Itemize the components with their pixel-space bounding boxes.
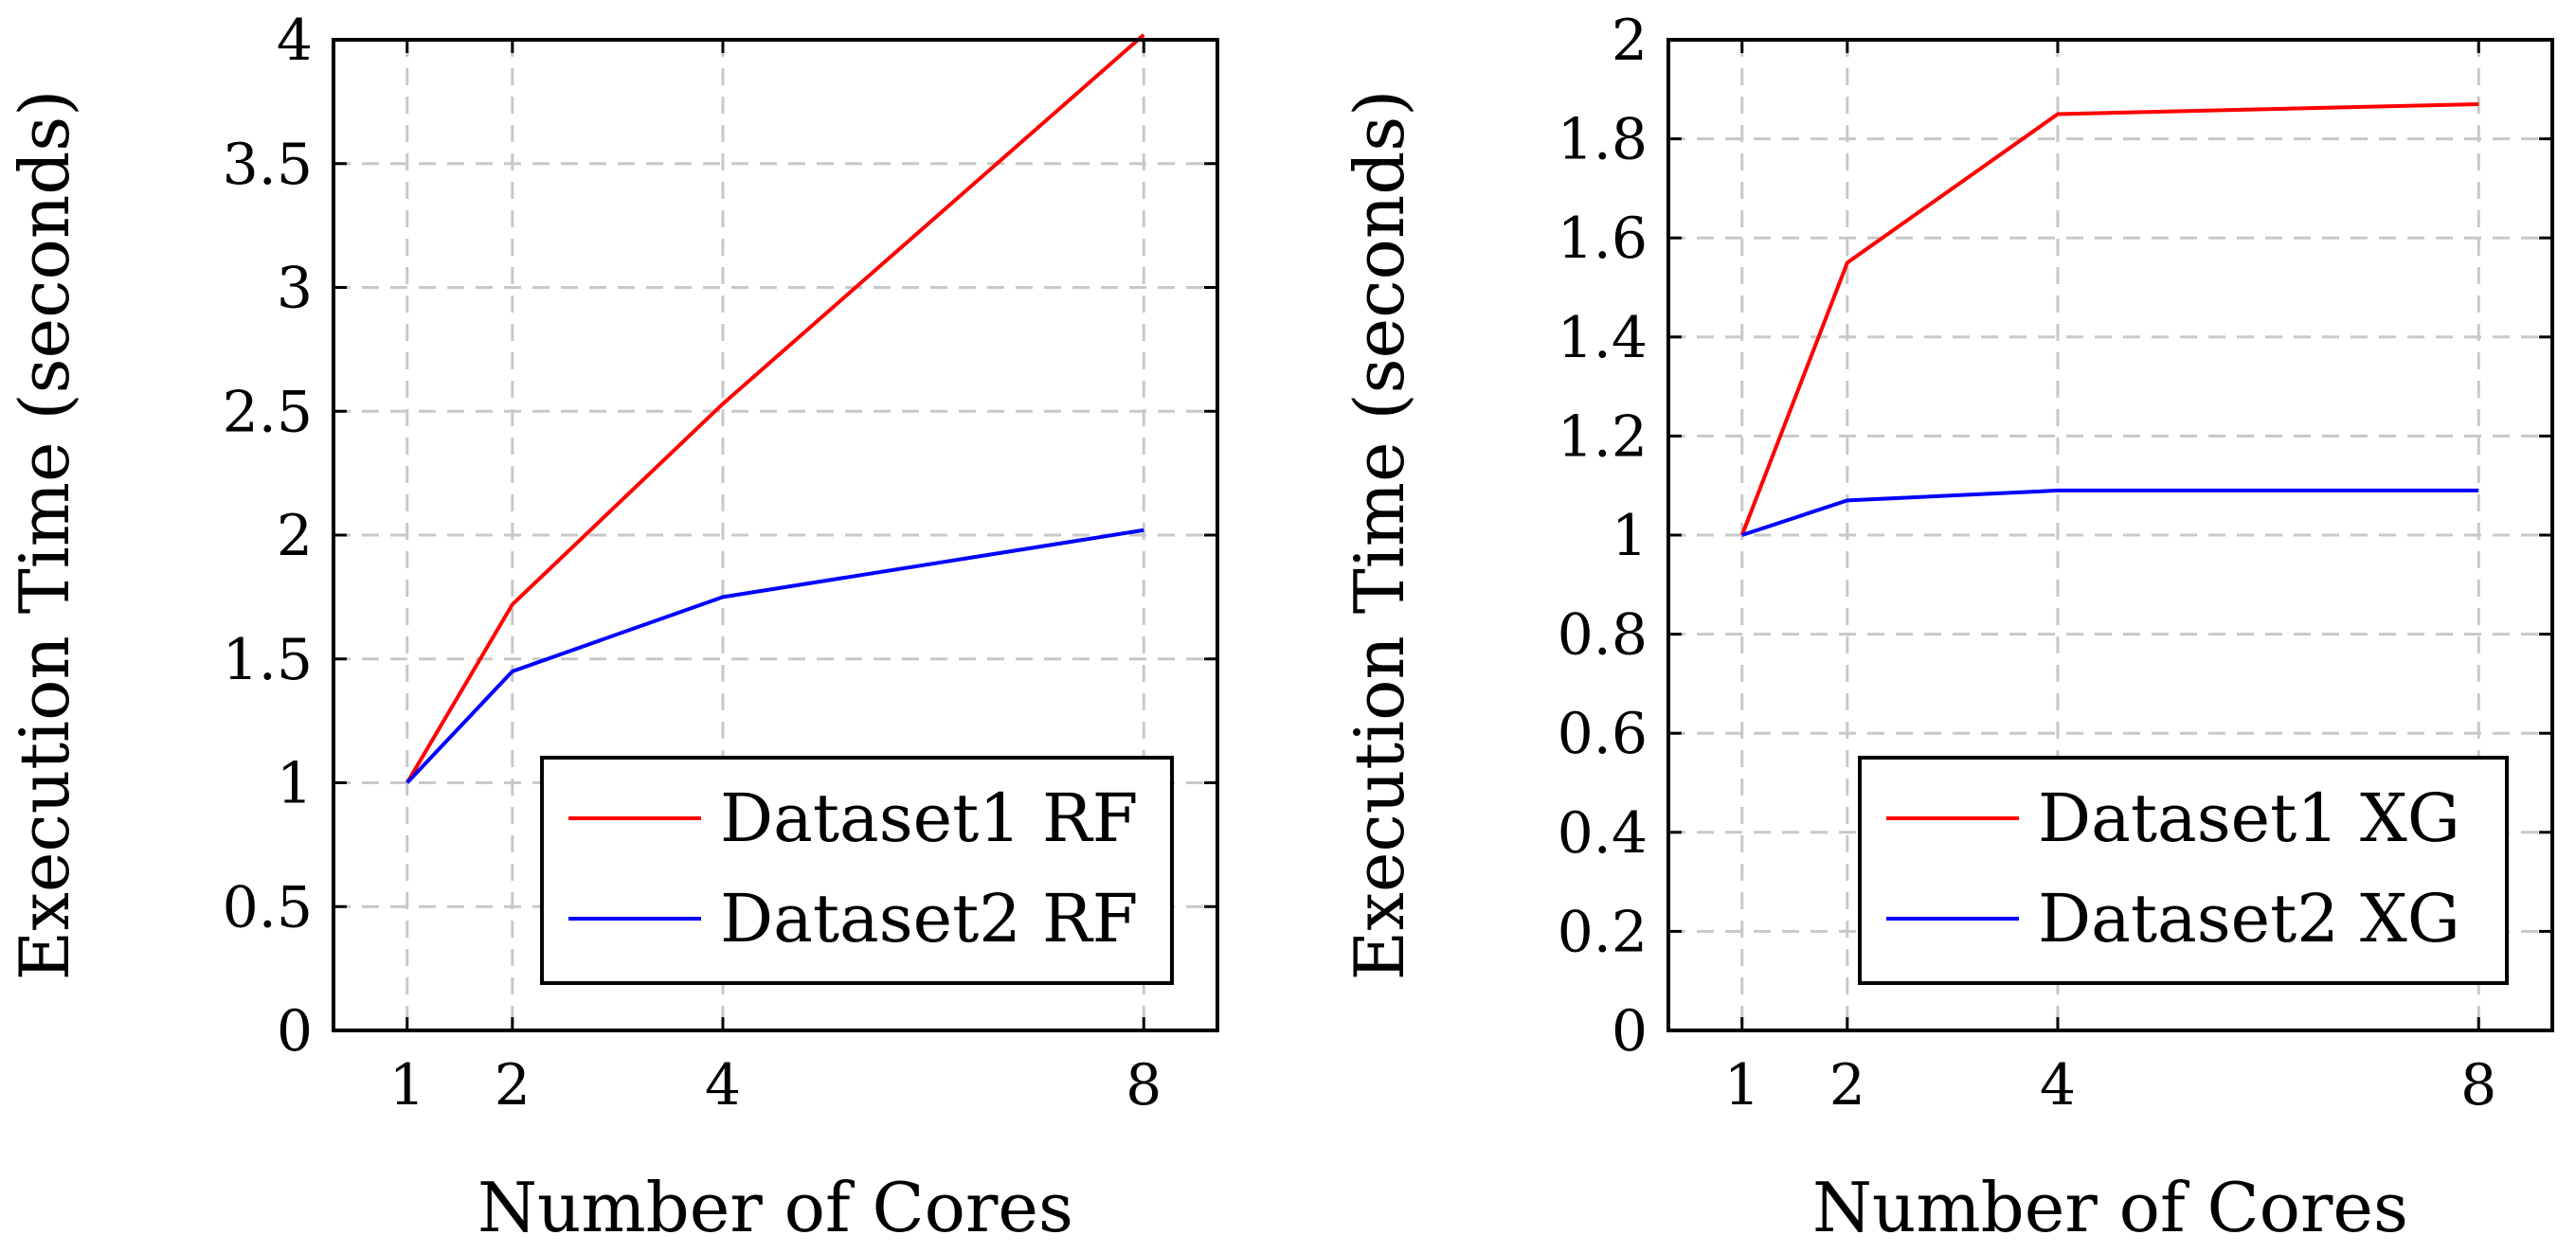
chart-panel-1: 1 2 4 8 0 0.5 1 1.5 2 2.5 3 3.5 4 Number of Cores Exec… (5, 8, 1219, 1247)
y-tick-label: 0.4 (1558, 800, 1648, 867)
y-tick-label: 1 (277, 751, 313, 817)
y-tick-label: 1.4 (1558, 305, 1648, 371)
y-tick-label: 1.8 (1558, 107, 1648, 173)
x-tick-label: 2 (495, 1052, 531, 1119)
y-tick-label: 0.5 (223, 874, 313, 940)
y-tick-label: 3.5 (223, 132, 313, 198)
y-tick-label: 1.5 (223, 627, 313, 693)
series-line-dataset1-xg (1739, 101, 2479, 536)
legend-label: Dataset1 RF (720, 779, 1138, 857)
y-tick-label: 1.6 (1558, 206, 1648, 272)
y-tick-label: 0 (277, 998, 313, 1065)
legend-label: Dataset2 XG (2038, 880, 2460, 958)
chart-panel-2: 1 2 4 8 0 0.2 0.4 0.6 0.8 1 1.2 1.4 1.6 1.8 2 Number of… (1340, 8, 2554, 1247)
legend: Dataset1 RF Dataset2 RF (540, 756, 1174, 985)
x-tick-label: 4 (705, 1052, 741, 1119)
x-tick-label: 1 (389, 1052, 425, 1119)
legend-box (540, 756, 1174, 985)
x-tick-label: 8 (1126, 1052, 1162, 1119)
legend-label: Dataset2 RF (720, 880, 1138, 958)
x-tick-label: 1 (1724, 1052, 1760, 1119)
y-tick-label: 0 (1612, 998, 1648, 1065)
x-axis-title: Number of Cores (1812, 1168, 2408, 1247)
y-tick-label: 0.2 (1558, 899, 1648, 965)
y-tick-label: 0.8 (1558, 602, 1648, 669)
y-tick-label: 2.5 (223, 379, 313, 445)
series-line-dataset2-rf (405, 528, 1144, 784)
y-tick-label: 3 (277, 256, 313, 322)
legend: Dataset1 XG Dataset2 XG (1858, 756, 2509, 985)
x-tick-label: 8 (2460, 1052, 2496, 1119)
y-tick-label: 1 (1612, 503, 1648, 569)
x-axis-title: Number of Cores (477, 1168, 1073, 1247)
y-tick-label: 2 (1612, 8, 1648, 74)
series-line-dataset2-xg (1741, 488, 2479, 537)
y-tick-label: 1.2 (1558, 403, 1648, 470)
y-tick-label: 4 (277, 8, 313, 74)
legend-box (1858, 756, 2509, 985)
y-axis-title: Execution Time (seconds) (1340, 90, 1419, 981)
y-tick-label: 0.6 (1558, 701, 1648, 767)
y-tick-label: 2 (277, 503, 313, 569)
x-tick-label: 4 (2040, 1052, 2076, 1119)
x-tick-label: 2 (1829, 1052, 1865, 1119)
legend-label: Dataset1 XG (2038, 779, 2460, 857)
y-axis-title: Execution Time (seconds) (5, 90, 84, 981)
series-line-dataset1-rf (405, 33, 1145, 784)
